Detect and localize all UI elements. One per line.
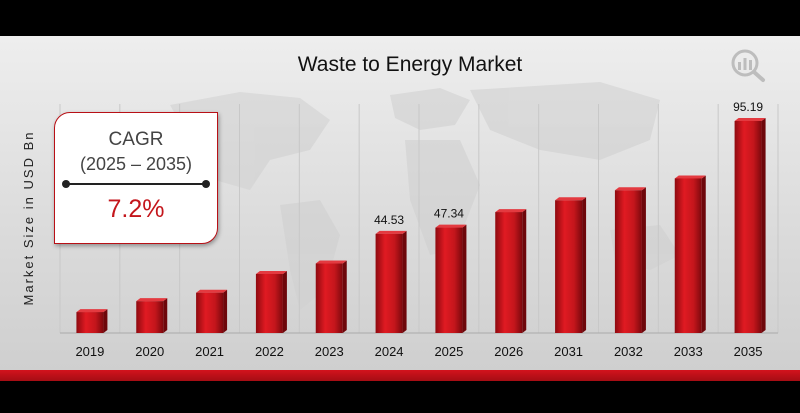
- bar-top-2023: [315, 260, 347, 264]
- bar-side-2032: [641, 187, 646, 333]
- bar-2032: [614, 190, 642, 333]
- bar-2020: [136, 301, 164, 333]
- bar-side-2031: [582, 197, 587, 333]
- footer-accent-bar: [0, 370, 800, 381]
- cagr-title: CAGR: [108, 129, 164, 150]
- cagr-callout: CAGR (2025 – 2035) 7.2%: [54, 112, 218, 244]
- y-axis-label: Market Size in USD Bn: [21, 131, 36, 306]
- bar-side-2024: [402, 230, 407, 333]
- value-label-2025: 47.34: [434, 207, 464, 221]
- bar-2035: [734, 121, 762, 333]
- x-tick-2019: 2019: [75, 344, 104, 359]
- divider-dot-right: [202, 180, 210, 188]
- x-tick-2033: 2033: [674, 344, 703, 359]
- bar-top-2024: [375, 230, 407, 234]
- bar-2024: [375, 233, 403, 333]
- x-tick-2023: 2023: [315, 344, 344, 359]
- bar-top-2020: [136, 298, 168, 302]
- bar-side-2025: [462, 224, 467, 333]
- market-research-logo-icon: [729, 48, 769, 84]
- x-tick-2031: 2031: [554, 344, 583, 359]
- bar-side-2023: [342, 260, 347, 333]
- cagr-value: 7.2%: [107, 195, 165, 223]
- bar-top-2025: [435, 224, 467, 228]
- bar-side-2020: [163, 298, 168, 333]
- bar-top-2021: [196, 289, 228, 293]
- bar-top-2033: [674, 175, 706, 179]
- bar-top-2026: [495, 209, 527, 213]
- bar-side-2021: [223, 289, 228, 333]
- x-tick-2025: 2025: [434, 344, 463, 359]
- bar-side-2033: [701, 175, 706, 333]
- x-tick-2026: 2026: [494, 344, 523, 359]
- bar-2023: [315, 263, 343, 333]
- x-tick-2020: 2020: [135, 344, 164, 359]
- value-label-2035: 95.19: [733, 100, 763, 114]
- x-tick-2021: 2021: [195, 344, 224, 359]
- bar-top-2035: [734, 118, 766, 121]
- bar-series: [76, 118, 766, 333]
- bar-2026: [495, 212, 523, 333]
- bar-top-2022: [255, 270, 287, 274]
- bar-2033: [674, 178, 702, 333]
- bar-top-2019: [76, 309, 108, 313]
- x-tick-labels: 2019 2020 2021 2022 2023 2024 2025 2026 2031 2032…: [75, 344, 762, 359]
- bar-2025: [435, 227, 463, 333]
- value-label-2024: 44.53: [374, 213, 404, 227]
- bar-top-2032: [614, 187, 646, 191]
- bar-side-2022: [282, 270, 287, 333]
- bar-side-2019: [103, 309, 108, 333]
- bar-side-2035: [761, 118, 766, 333]
- cagr-period: (2025 – 2035): [79, 154, 193, 174]
- x-tick-2022: 2022: [255, 344, 284, 359]
- value-labels: 44.53 47.34 95.19: [374, 100, 763, 227]
- bar-2021: [196, 292, 224, 333]
- chart-title: Waste to Energy Market: [298, 53, 523, 76]
- divider-dot-left: [62, 180, 70, 188]
- bar-top-2031: [555, 197, 587, 201]
- bar-side-2026: [522, 209, 527, 333]
- x-tick-2024: 2024: [375, 344, 404, 359]
- bar-2031: [555, 200, 583, 333]
- bar-2019: [76, 312, 104, 333]
- cagr-divider: [62, 180, 210, 188]
- x-tick-2035: 2035: [734, 344, 763, 359]
- x-tick-2032: 2032: [614, 344, 643, 359]
- world-map-background: [170, 82, 680, 310]
- bar-2022: [255, 273, 283, 333]
